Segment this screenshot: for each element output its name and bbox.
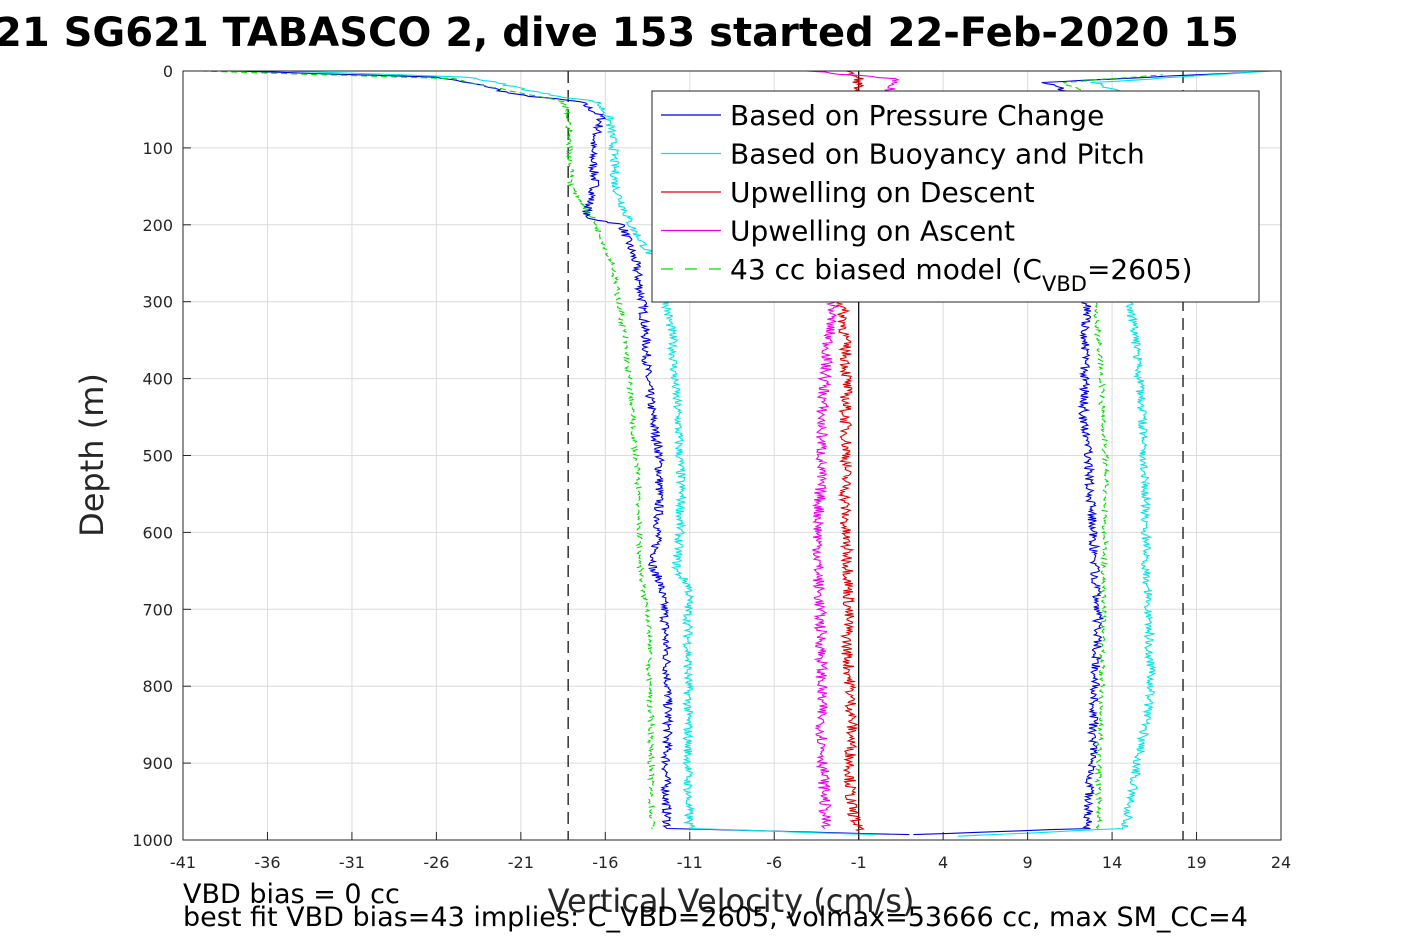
legend-label: Upwelling on Ascent (730, 215, 1015, 248)
legend-label: Based on Pressure Change (730, 99, 1104, 132)
y-tick-label: 500 (142, 447, 173, 466)
x-tick-label: -31 (339, 853, 365, 872)
y-tick-label: 100 (142, 139, 173, 158)
y-tick-label: 400 (142, 370, 173, 389)
legend: Based on Pressure Change Based on Buoyanc… (651, 90, 1260, 303)
y-tick-label: 0 (163, 62, 173, 81)
legend-subscript: VBD (1042, 272, 1087, 296)
x-tick-label: 14 (1102, 853, 1122, 872)
x-tick-label: 19 (1186, 853, 1206, 872)
y-tick-label: 200 (142, 216, 173, 235)
x-axis-ticks: -41 -36 -31 -26 -21 -16 -11 -6 -1 4 9 14 19 24 (170, 832, 1291, 872)
y-tick-label: 800 (142, 677, 173, 696)
y-tick-label: 1000 (132, 831, 173, 850)
series-line (228, 70, 910, 836)
x-tick-label: -11 (677, 853, 703, 872)
x-tick-label: -6 (766, 853, 782, 872)
legend-box (651, 90, 1260, 303)
footer-line-1: VBD bias = 0 cc (183, 879, 400, 910)
x-tick-label: -26 (423, 853, 449, 872)
y-tick-label: 300 (142, 293, 173, 312)
x-tick-label: 4 (938, 853, 948, 872)
y-tick-label: 600 (142, 523, 173, 542)
x-axis-label: Vertical Velocity (cm/s) (548, 882, 915, 920)
x-tick-label: -36 (254, 853, 280, 872)
x-tick-label: -1 (851, 853, 867, 872)
x-tick-label: -16 (592, 853, 618, 872)
x-tick-label: -21 (508, 853, 534, 872)
series-line (1063, 74, 1163, 829)
chart-title: 21 SG621 TABASCO 2, dive 153 started 22-… (0, 10, 1239, 56)
x-tick-label: 24 (1271, 853, 1291, 872)
x-tick-label: -41 (170, 853, 196, 872)
legend-label: Upwelling on Descent (730, 176, 1035, 209)
footer-line-2: best fit VBD bias=43 implies: C_VBD=2605… (183, 902, 1248, 933)
y-axis-label: Depth (m) (73, 373, 111, 537)
y-axis-ticks: 0 100 200 300 400 500 600 700 800 900 1000 (132, 62, 191, 850)
series-line (283, 70, 876, 836)
y-tick-label: 900 (142, 754, 173, 773)
legend-suffix: =2605) (1087, 253, 1193, 286)
series-line (201, 70, 656, 829)
y-tick-label: 700 (142, 600, 173, 619)
legend-label: Based on Buoyancy and Pitch (730, 138, 1145, 171)
x-tick-label: 9 (1023, 853, 1033, 872)
